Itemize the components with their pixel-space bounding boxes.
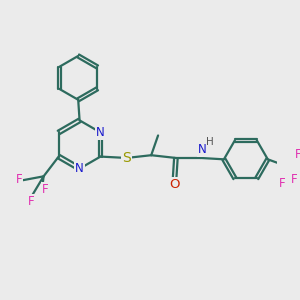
Text: F: F	[295, 148, 300, 161]
Text: F: F	[16, 173, 22, 186]
Text: F: F	[291, 173, 298, 186]
Text: N: N	[96, 126, 105, 139]
Text: F: F	[27, 194, 34, 208]
Text: S: S	[122, 151, 131, 165]
Text: N: N	[75, 162, 84, 175]
Text: F: F	[42, 183, 48, 196]
Text: O: O	[169, 178, 180, 191]
Text: F: F	[279, 177, 285, 190]
Text: H: H	[206, 137, 214, 147]
Text: N: N	[198, 143, 206, 156]
